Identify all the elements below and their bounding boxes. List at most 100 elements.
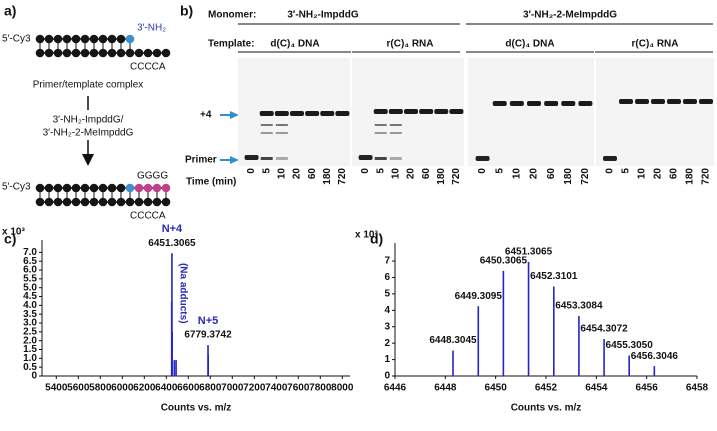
template-label: d(C)₄ DNA (505, 39, 554, 50)
band (475, 156, 490, 161)
y-tick-label: 6 (384, 272, 390, 283)
bead (116, 34, 126, 44)
time-label: 60 (421, 168, 432, 180)
bead (71, 183, 81, 193)
strands (35, 34, 171, 207)
band (335, 111, 350, 116)
time-label: 720 (580, 168, 591, 185)
x-tick-label: 6454 (585, 383, 608, 394)
bead (116, 197, 126, 207)
bead (98, 183, 108, 193)
y-tick-label: 2 (384, 338, 390, 349)
bead (107, 48, 117, 58)
bead (80, 48, 90, 58)
bead (89, 197, 99, 207)
peak (175, 360, 177, 376)
bead (44, 48, 54, 58)
template-heading: Template: (208, 39, 255, 50)
y-tick-label: 5 (384, 289, 390, 300)
peak (502, 270, 505, 376)
y-tick-label: 2.5 (23, 326, 37, 337)
y-tick-label: 3 (384, 321, 390, 332)
bead (143, 48, 153, 58)
band (275, 132, 288, 134)
band (274, 111, 289, 116)
time-label: 5 (261, 168, 272, 174)
reagent-label: 3′-NH₂-ImpddG/ (53, 115, 124, 126)
gel (596, 58, 714, 166)
y-tick-label: 2.0 (23, 335, 37, 346)
band (635, 99, 649, 104)
bead (80, 34, 90, 44)
peak-label: 6454.3072 (580, 324, 628, 335)
bead (62, 197, 72, 207)
peak (171, 331, 173, 376)
time-label: 5 (621, 168, 632, 174)
bead (71, 34, 81, 44)
bead (98, 48, 108, 58)
bead (125, 197, 135, 207)
bead (80, 197, 90, 207)
peak (578, 316, 580, 376)
template-label: d(C)₄ DNA (270, 39, 319, 50)
bead (116, 48, 126, 58)
reagent-label: 3′-NH₂-2-MeImpddG (43, 128, 134, 139)
bead (53, 183, 63, 193)
y-tick-label: 5.5 (23, 273, 37, 284)
y-tick-label: 7.0 (23, 247, 37, 258)
bead (134, 183, 144, 193)
bead (107, 34, 117, 44)
x-tick-label: 8000 (331, 383, 354, 394)
band (603, 156, 617, 161)
x-tick-label: 6800 (199, 383, 222, 394)
time-label: 180 (436, 168, 447, 185)
template-label: r(C)₄ RNA (632, 39, 679, 50)
y-tick-label: 3.5 (23, 309, 37, 320)
bead (89, 48, 99, 58)
y-tick-label: 7 (384, 256, 390, 267)
bead (35, 183, 45, 193)
bead (107, 197, 117, 207)
x-tick-label: 7800 (309, 383, 332, 394)
bead (152, 183, 162, 193)
peak-label: 6455.3050 (606, 340, 654, 351)
bead (80, 183, 90, 193)
x-tick-label: 6000 (111, 383, 134, 394)
x-tick-label: 6458 (686, 383, 709, 394)
band-arrow-head (230, 111, 239, 119)
annotation: N+4 (162, 223, 183, 235)
bead (134, 48, 144, 58)
band (244, 155, 259, 160)
panel-label: d) (370, 231, 383, 247)
bead (89, 34, 99, 44)
template-label: r(C)₄ RNA (387, 39, 434, 50)
multiplier: x 10³ (2, 227, 25, 238)
bead (125, 183, 135, 193)
bead (98, 197, 108, 207)
time-heading: Time (min) (186, 177, 236, 188)
complex-caption: Primer/template complex (33, 80, 144, 91)
band (699, 99, 713, 104)
time-label: 180 (322, 168, 333, 185)
bead (152, 48, 162, 58)
template-seq: CCCCA (130, 62, 166, 73)
band (275, 124, 288, 126)
bead (98, 34, 108, 44)
bead (143, 197, 153, 207)
peak-label: 6450.3065 (480, 256, 528, 267)
peak (452, 350, 454, 376)
peak (173, 360, 176, 376)
peak-label: 6452.3101 (530, 271, 578, 282)
time-label: 720 (451, 168, 462, 185)
panel-label: b) (180, 3, 193, 19)
time-label: 0 (605, 168, 616, 174)
x-tick-label: 6600 (177, 383, 200, 394)
bead (35, 197, 45, 207)
bead (71, 48, 81, 58)
bead (125, 48, 135, 58)
y-tick-label: 0.5 (23, 362, 37, 373)
peak (603, 339, 605, 376)
time-label: 180 (685, 168, 696, 185)
bead (62, 48, 72, 58)
